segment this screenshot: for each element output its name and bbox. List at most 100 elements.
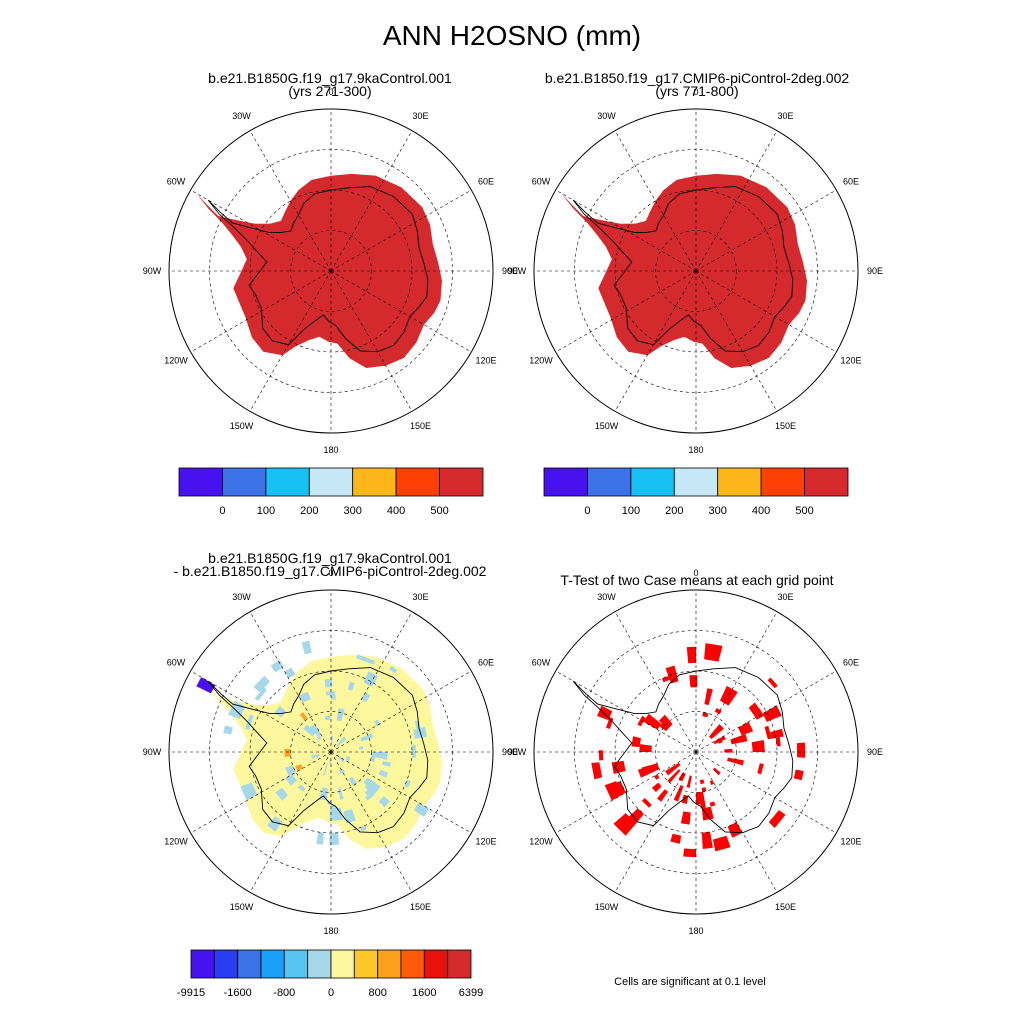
significant-cell <box>701 831 713 849</box>
colorbar-label: 500 <box>795 505 813 517</box>
diff-cell <box>338 787 344 800</box>
colorbar-label: 0 <box>328 987 334 999</box>
colorbar-box <box>804 467 849 497</box>
longitude-label: 90E <box>502 266 518 276</box>
diff-cell <box>275 787 288 801</box>
significant-cell <box>768 810 786 828</box>
diff-cell <box>310 723 321 737</box>
main-title: ANN H2OSNO (mm) <box>382 20 642 51</box>
longitude-label: 120E <box>840 356 861 366</box>
latitude-circle <box>290 230 372 312</box>
significant-cell <box>751 740 765 752</box>
panel-title-diff: b.e21.B1850G.f19_g17.9kaControl.001 - b.… <box>120 551 540 578</box>
diff-cell <box>364 789 374 799</box>
significant-cell <box>699 779 705 785</box>
longitude-label: 60W <box>167 658 186 668</box>
colorbar-abs-2: 0 100 200 300 400 500 <box>543 467 849 517</box>
diff-cell <box>270 659 284 673</box>
significance-note: Cells are significant at 0.1 level <box>614 976 766 988</box>
colorbar-box <box>423 949 448 979</box>
colorbar-label: -9915 <box>177 987 205 999</box>
diff-cell <box>356 654 376 665</box>
significant-cell <box>724 748 733 753</box>
diff-cell <box>298 691 311 703</box>
significant-cell <box>767 677 778 689</box>
diff-cell <box>223 725 233 735</box>
colorbar-box <box>178 467 223 497</box>
diff-cell <box>348 776 357 786</box>
longitude-label: 30E <box>777 111 793 121</box>
longitude-label: 30W <box>597 592 616 602</box>
significant-cell <box>709 780 715 785</box>
longitude-label: 90W <box>143 266 162 276</box>
significant-cell <box>643 713 662 730</box>
longitude-label: 60E <box>843 658 859 668</box>
panel-title-line: (yrs 271-300) <box>288 83 372 99</box>
significant-cell <box>748 702 763 718</box>
colorbar-box <box>447 949 472 979</box>
diff-cell <box>267 816 283 832</box>
significant-cell <box>591 762 603 780</box>
panel-title-line: T-Test of two Case means at each grid po… <box>560 572 834 588</box>
significant-cell <box>653 774 660 780</box>
longitude-label: 60W <box>167 177 186 187</box>
significant-cell <box>597 705 613 721</box>
colorbar-box <box>377 949 402 979</box>
significant-cell <box>712 767 721 776</box>
longitude-label: 180 <box>688 926 703 936</box>
longitude-label: 30E <box>777 592 793 602</box>
colorbar-label: -800 <box>273 987 295 999</box>
significant-cell <box>704 688 713 706</box>
diff-cell <box>324 679 333 688</box>
significant-cell <box>670 833 682 844</box>
significant-cell <box>611 760 626 774</box>
diff-cell <box>196 677 216 694</box>
panel-title-case2: b.e21.B1850.f19_g17.CMIP6-piControl-2deg… <box>487 71 907 98</box>
diff-cell <box>329 832 339 842</box>
diff-cell <box>374 719 381 727</box>
colorbar-box <box>190 949 215 979</box>
longitude-label: 90E <box>502 747 518 757</box>
diff-cell <box>331 695 336 700</box>
longitude-label: 0 <box>328 87 333 97</box>
significant-cell <box>757 763 764 775</box>
longitude-label: 150W <box>230 902 254 912</box>
colorbar-box <box>673 467 719 497</box>
longitude-label: 60E <box>478 177 494 187</box>
panel-title-line: b.e21.B1850G.f19_g17.9kaControl.001 <box>208 70 452 86</box>
significant-cell <box>631 736 641 748</box>
significant-cell <box>667 769 681 783</box>
diff-cell <box>361 692 371 703</box>
diff-cell <box>228 700 246 719</box>
diff-cell <box>411 744 416 758</box>
longitude-label: 30E <box>412 592 428 602</box>
significant-cell <box>658 714 673 729</box>
significant-cell <box>651 782 662 793</box>
colorbar-box <box>353 949 378 979</box>
colorbar-box <box>213 949 239 979</box>
significant-cell <box>686 775 692 788</box>
diff-cell <box>360 825 367 832</box>
diff-cell <box>299 712 308 721</box>
colorbar-box <box>260 949 285 979</box>
diff-cell <box>240 782 258 801</box>
significant-cell <box>762 705 782 722</box>
significant-cell <box>657 789 669 802</box>
colorbar-box <box>237 949 262 979</box>
diff-cell <box>383 752 388 760</box>
significant-cell <box>639 744 652 752</box>
diff-cell <box>295 764 303 772</box>
panel-title-case1: b.e21.B1850G.f19_g17.9kaControl.001 (yrs… <box>130 70 530 99</box>
diff-cell <box>284 748 291 757</box>
longitude-label: 60E <box>843 177 859 187</box>
significant-cell <box>673 785 684 802</box>
significant-cell <box>796 742 806 758</box>
longitude-label: 30E <box>412 111 428 121</box>
longitude-label: 120W <box>164 837 188 847</box>
longitude-label: 60W <box>532 658 551 668</box>
diff-cell <box>303 724 316 737</box>
diff-cell <box>358 746 364 750</box>
latitude-circle <box>655 230 737 312</box>
colorbar-box <box>543 467 588 497</box>
